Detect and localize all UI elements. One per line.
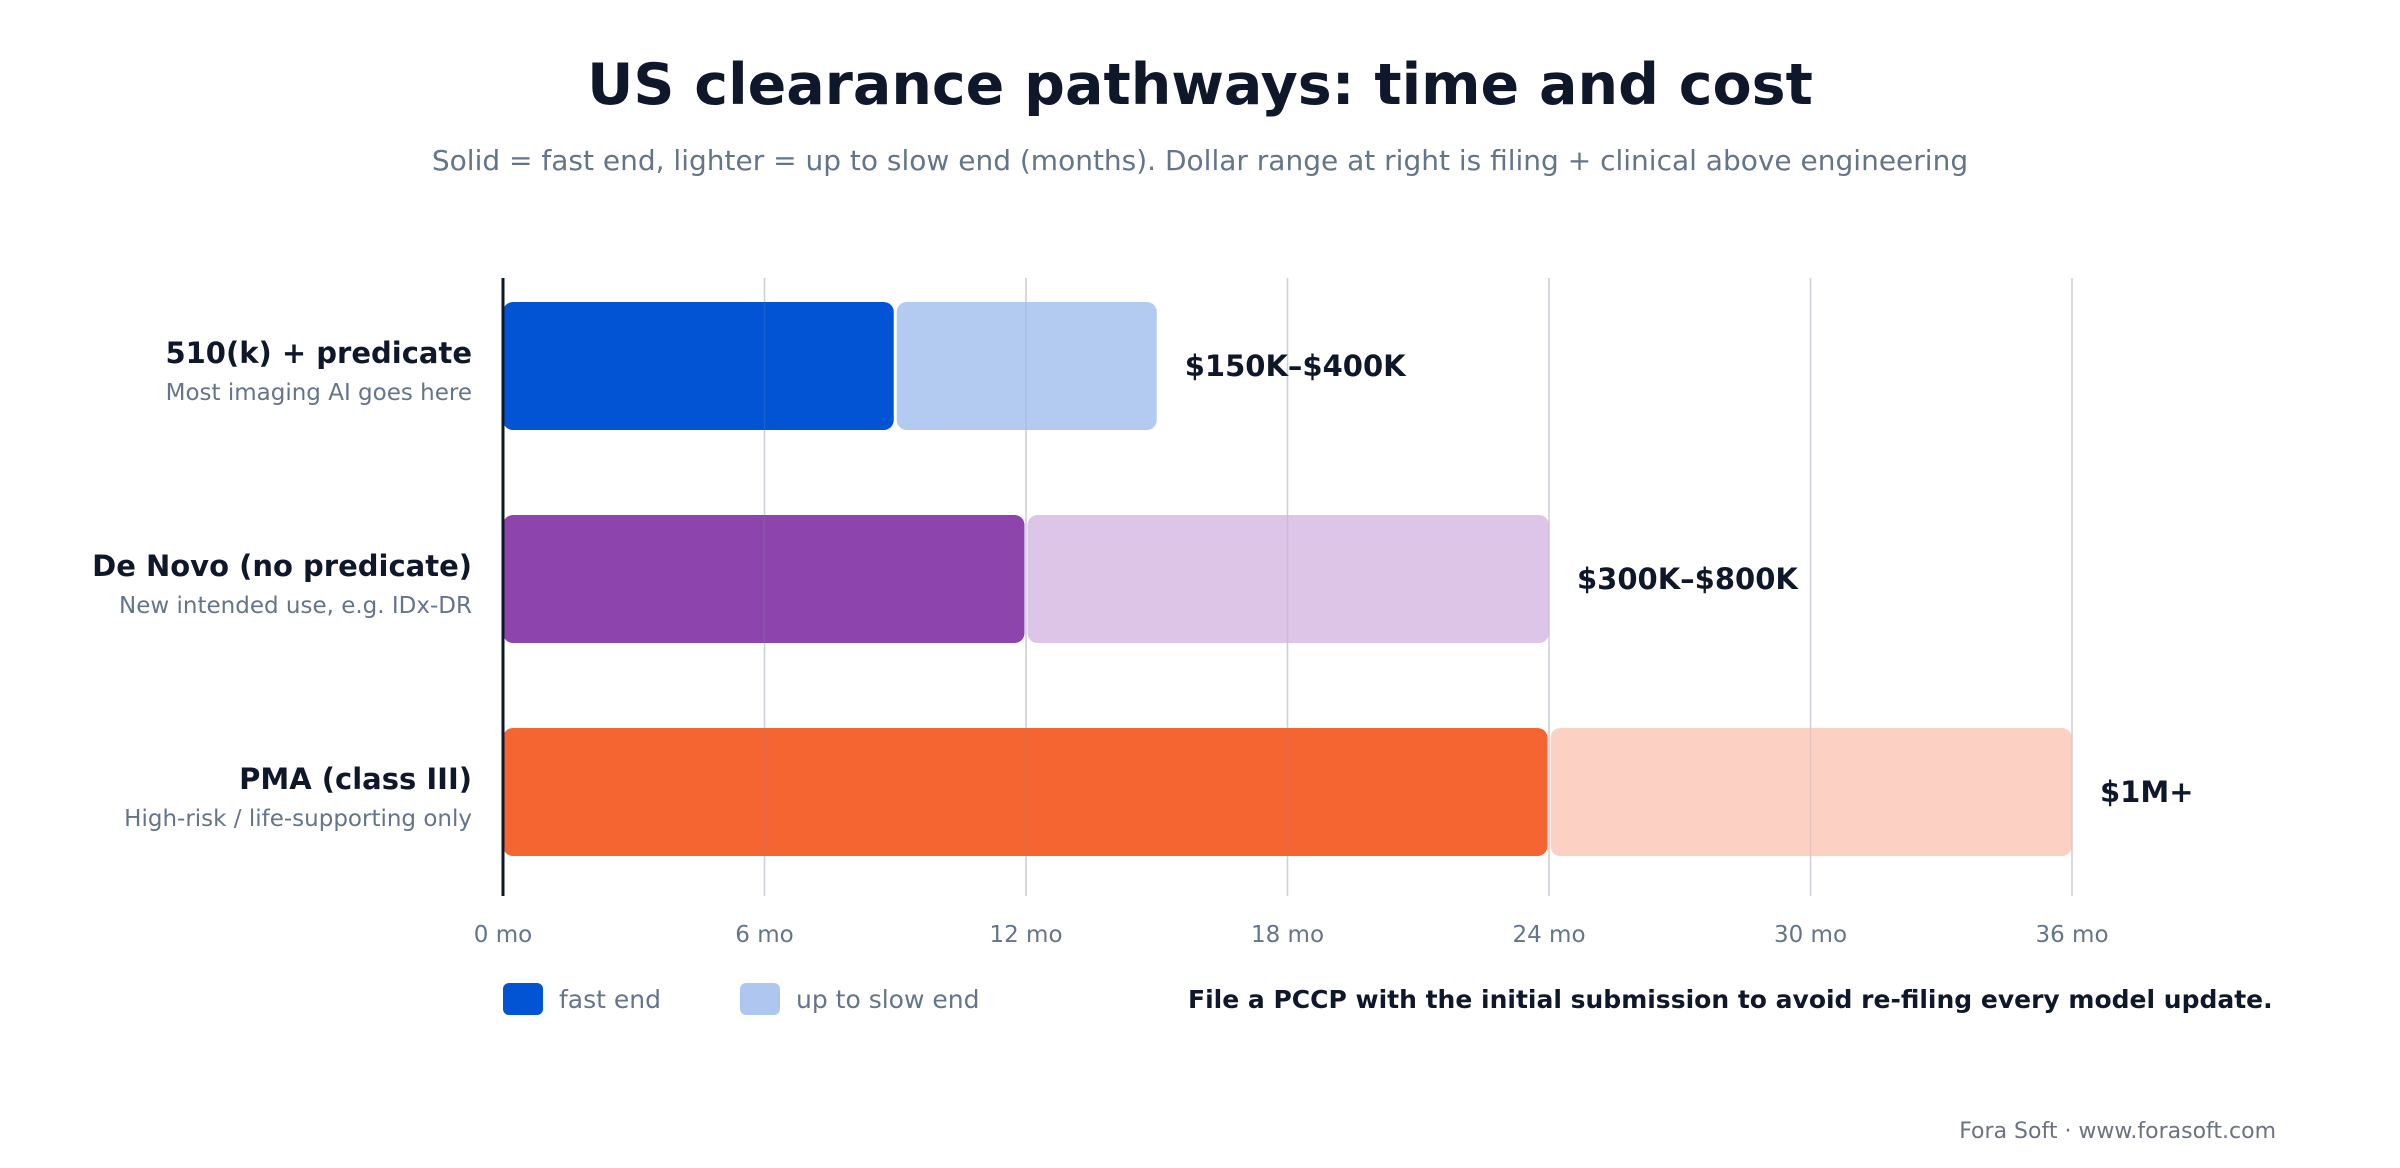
footer-credit: Fora Soft · www.forasoft.com xyxy=(1959,1119,2276,1144)
cost-labels: $150K–$400K $300K–$800K $1M+ xyxy=(1185,349,2194,809)
bar-fast-end xyxy=(503,515,1025,643)
legend-label: up to slow end xyxy=(796,985,979,1014)
cost-label: $1M+ xyxy=(2100,775,2194,809)
legend-swatch xyxy=(503,983,543,1015)
legend: fast end up to slow end xyxy=(503,983,979,1015)
category-label: 510(k) + predicate xyxy=(165,336,472,370)
x-tick-labels: 0 mo 6 mo 12 mo 18 mo 24 mo 30 mo 36 mo xyxy=(474,922,2109,948)
bars xyxy=(503,302,2072,856)
cost-label: $300K–$800K xyxy=(1577,562,1799,596)
bar-fast-end xyxy=(503,302,894,430)
category-label: PMA (class III) xyxy=(239,762,472,796)
legend-label: fast end xyxy=(559,985,661,1014)
chart-note: File a PCCP with the initial submission … xyxy=(1188,985,2273,1014)
x-tick-label: 6 mo xyxy=(735,922,793,948)
chart-subtitle: Solid = fast end, lighter = up to slow e… xyxy=(432,144,1968,177)
category-sublabel: Most imaging AI goes here xyxy=(166,380,472,406)
x-tick-label: 30 mo xyxy=(1774,922,1847,948)
x-tick-label: 18 mo xyxy=(1251,922,1324,948)
category-sublabel: High-risk / life-supporting only xyxy=(124,806,472,832)
category-labels: 510(k) + predicate Most imaging AI goes h… xyxy=(92,336,472,832)
x-tick-label: 0 mo xyxy=(474,922,532,948)
x-tick-label: 12 mo xyxy=(989,922,1062,948)
bar-slow-end xyxy=(1550,728,2072,856)
x-tick-label: 36 mo xyxy=(2035,922,2108,948)
cost-label: $150K–$400K xyxy=(1185,349,1407,383)
x-tick-label: 24 mo xyxy=(1512,922,1585,948)
bar-slow-end xyxy=(1027,515,1549,643)
bar-fast-end xyxy=(503,728,1548,856)
category-sublabel: New intended use, e.g. IDx-DR xyxy=(119,593,472,619)
chart-title: US clearance pathways: time and cost xyxy=(587,52,1813,118)
category-label: De Novo (no predicate) xyxy=(92,549,472,583)
grid-overlay xyxy=(763,278,2073,896)
legend-swatch xyxy=(740,983,780,1015)
bar-slow-end xyxy=(896,302,1157,430)
